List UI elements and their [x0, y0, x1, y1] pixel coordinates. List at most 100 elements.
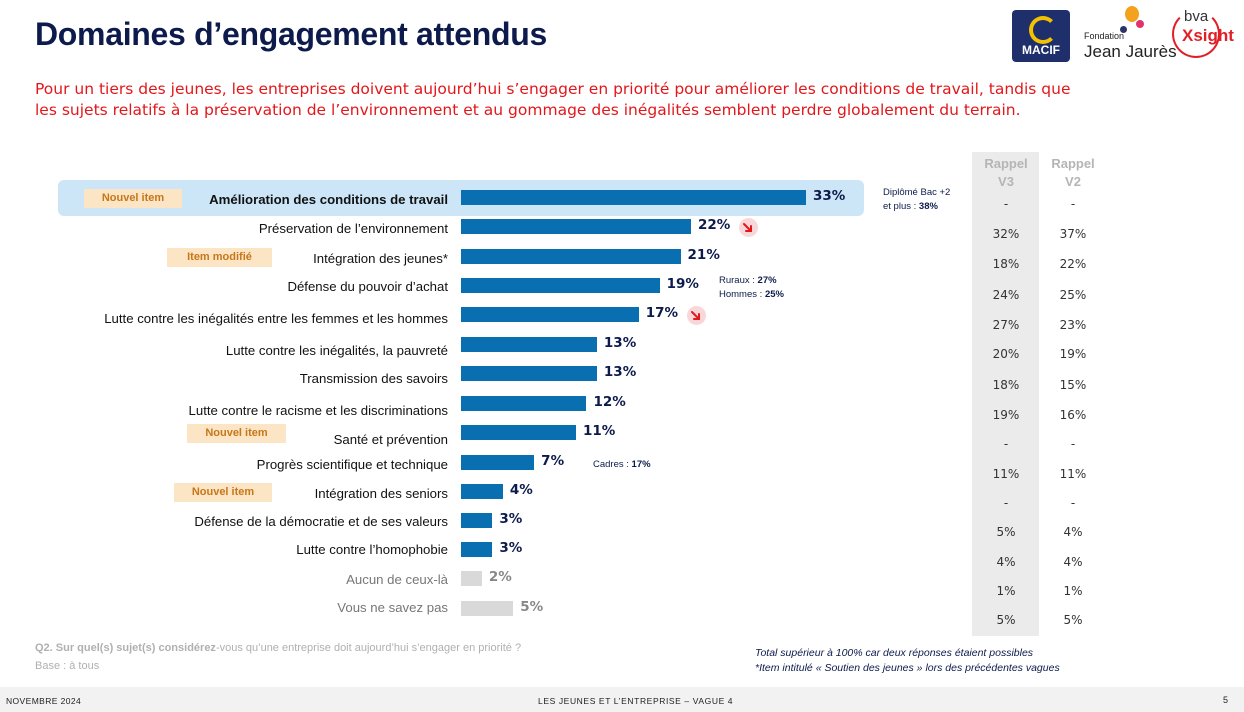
subgroup-annotation: Ruraux : 27% Hommes : 25% — [719, 275, 784, 300]
rappel-v2-value: 37% — [1059, 227, 1087, 241]
macif-logo: MACIF — [1012, 10, 1070, 62]
value-label: 7% — [541, 453, 565, 469]
rappel-v2-value: - — [1070, 197, 1076, 211]
rappel-v3-value: 19% — [992, 408, 1020, 422]
new-item-badge: Item modifié — [167, 248, 272, 267]
bar — [461, 455, 535, 470]
footer-bar — [0, 687, 1244, 712]
new-item-badge: Nouvel item — [174, 483, 272, 502]
base-text: Base : à tous — [35, 660, 100, 672]
rappel-v3-value: 20% — [992, 347, 1020, 361]
rappel-v2-value: - — [1070, 496, 1076, 510]
rappel-v3-value: 5% — [996, 613, 1016, 627]
value-label: 19% — [666, 276, 699, 292]
category-label: Intégration des seniors — [314, 486, 448, 501]
value-label: 17% — [645, 305, 679, 321]
page-subtitle: Pour un tiers des jeunes, les entreprise… — [35, 80, 1071, 119]
rappel-v2-value: 25% — [1059, 288, 1087, 302]
rappel-v2-value: 22% — [1059, 257, 1087, 271]
bar — [461, 249, 681, 264]
total-note: Total supérieur à 100% car deux réponses… — [755, 647, 1034, 659]
new-item-badge: Nouvel item — [187, 424, 286, 443]
rappel-v3-value: 18% — [992, 257, 1020, 271]
bar — [461, 601, 514, 616]
rappel-v3-value: 18% — [992, 378, 1020, 392]
rappel-v3-value: - — [1003, 197, 1009, 211]
page-title: Domaines d’engagement attendus — [35, 16, 547, 52]
value-label: 22% — [698, 217, 731, 233]
bar — [461, 396, 587, 411]
category-label: Vous ne savez pas — [337, 600, 448, 615]
bva-circle-icon — [1172, 10, 1220, 58]
category-label: Santé et prévention — [333, 432, 448, 447]
bar — [461, 219, 691, 234]
rappel-v3-value: 1% — [996, 584, 1016, 598]
rappel-v2-value: 19% — [1059, 347, 1087, 361]
macif-ring-icon — [1029, 16, 1057, 44]
rappel-v3-value: 4% — [996, 555, 1016, 569]
rappel-v3-value: 32% — [992, 227, 1020, 241]
rappel-v3-value: - — [1003, 437, 1009, 451]
fondation-small-text: Fondation — [1084, 31, 1125, 41]
category-label: Lutte contre les inégalités, la pauvreté — [225, 343, 448, 358]
value-label: 13% — [603, 335, 637, 351]
category-label: Intégration des jeunes* — [313, 251, 448, 266]
rappel-v2-value: 15% — [1059, 378, 1087, 392]
logo-dot-icon — [1125, 6, 1139, 22]
value-label: 12% — [593, 394, 626, 410]
rappel-v3-value: 5% — [996, 525, 1016, 539]
value-label: 3% — [499, 540, 523, 556]
category-label: Lutte contre le racisme et les discrimin… — [188, 403, 448, 418]
category-label: Préservation de l’environnement — [258, 221, 448, 236]
fondation-jean-jaures-logo: Fondation Jean Jaurès — [1082, 4, 1177, 64]
footer-date: NOVEMBRE 2024 — [6, 696, 82, 706]
trend-down-icon — [739, 218, 758, 237]
bar — [461, 484, 503, 499]
rappel-v3-value: - — [1003, 496, 1009, 510]
footer-study-title: LES JEUNES ET L’ENTREPRISE – VAGUE 4 — [538, 696, 734, 706]
subgroup-annotation: Diplômé Bac +2 et plus : 38% — [883, 187, 951, 212]
category-label: Progrès scientifique et technique — [256, 457, 448, 472]
rappel-v2-value: 4% — [1063, 525, 1083, 539]
rappel-v3-value: 27% — [992, 318, 1020, 332]
subgroup-annotation: Cadres : 17% — [593, 459, 651, 470]
value-label: 21% — [687, 247, 720, 263]
bar — [461, 278, 660, 293]
category-label: Défense du pouvoir d’achat — [287, 279, 448, 294]
bar — [461, 513, 493, 528]
rappel-v3-value: 11% — [992, 467, 1020, 481]
bva-xsight-logo: bva Xsight — [1170, 6, 1242, 58]
category-label: Aucun de ceux-là — [346, 572, 448, 587]
bar — [461, 571, 482, 586]
bar — [461, 366, 597, 381]
rappel-v3-column-bg — [972, 152, 1039, 636]
rappel-v2-value: 23% — [1059, 318, 1087, 332]
rappel-v2-value: 16% — [1059, 408, 1087, 422]
value-label: 33% — [813, 188, 846, 204]
bar — [461, 190, 806, 205]
category-label: Lutte contre les inégalités entre les fe… — [104, 311, 448, 326]
fondation-big-text: Jean Jaurès — [1084, 42, 1177, 61]
item-note: *Item intitulé « Soutien des jeunes » lo… — [755, 662, 1060, 674]
category-label: Défense de la démocratie et de ses valeu… — [194, 514, 448, 529]
logo-dot-icon — [1120, 26, 1127, 33]
value-label: 4% — [509, 482, 533, 498]
rappel-v2-value: 4% — [1063, 555, 1083, 569]
rappel-v2-value: - — [1070, 437, 1076, 451]
trend-down-icon — [686, 306, 706, 325]
bar — [461, 542, 493, 557]
category-label: Transmission des savoirs — [299, 371, 448, 386]
bva-text: bva — [1184, 8, 1209, 25]
bar — [461, 307, 639, 322]
rappel-v2-header: Rappel V2 — [1051, 156, 1095, 189]
value-label: 3% — [499, 511, 523, 527]
question-text: Q2. Sur quel(s) sujet(s) considérez-vous… — [35, 642, 522, 654]
rappel-v2-value: 11% — [1059, 467, 1087, 481]
value-label: 2% — [488, 569, 512, 585]
new-item-badge: Nouvel item — [84, 189, 182, 208]
rappel-v2-value: 5% — [1063, 613, 1083, 627]
bar — [461, 425, 576, 440]
rappel-v3-value: 24% — [992, 288, 1020, 302]
category-label: Amélioration des conditions de travail — [209, 192, 448, 207]
bar — [461, 337, 597, 352]
